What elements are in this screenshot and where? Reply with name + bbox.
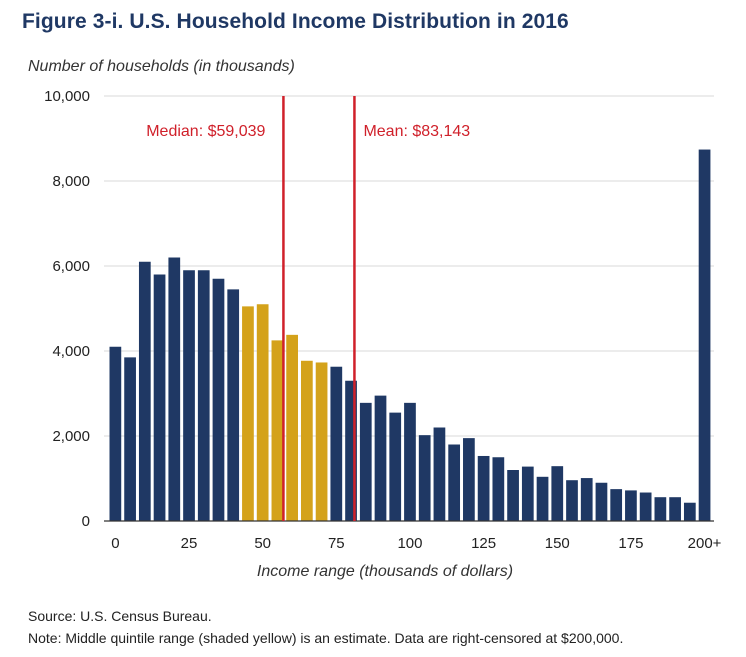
bar (625, 490, 637, 521)
bar (359, 402, 372, 521)
bar-highlight (271, 340, 284, 521)
x-tick-label: 125 (471, 535, 496, 552)
y-tick-label: 2,000 (52, 428, 90, 445)
bar (433, 427, 446, 521)
bar (153, 274, 166, 521)
bar (639, 492, 652, 521)
y-tick-label: 0 (82, 513, 90, 530)
bar (138, 261, 151, 521)
y-tick-label: 8,000 (52, 173, 90, 190)
bar (595, 482, 608, 521)
chart-title: Figure 3-i. U.S. Household Income Distri… (22, 10, 569, 33)
reference-line-label: Median: $59,039 (146, 123, 265, 140)
reference-line-label: Mean: $83,143 (363, 123, 470, 140)
bar (610, 489, 623, 521)
bar (683, 502, 696, 521)
bar (463, 438, 475, 521)
x-tick-label: 50 (254, 535, 271, 552)
x-tick-label: 100 (397, 535, 422, 552)
x-tick-label: 150 (545, 535, 570, 552)
bar (345, 380, 357, 521)
bar (551, 466, 564, 521)
x-axis-label: Income range (thousands of dollars) (256, 563, 514, 580)
bar-highlight (242, 306, 254, 521)
bar (536, 476, 549, 521)
y-axis-label: Number of households (in thousands) (28, 58, 295, 75)
bar (197, 270, 210, 521)
bar (330, 366, 343, 521)
bar (124, 357, 136, 521)
bar-highlight (256, 304, 269, 521)
footnote: Note: Middle quintile range (shaded yell… (28, 630, 624, 646)
y-tick-label: 4,000 (52, 343, 90, 360)
bar (521, 466, 534, 521)
bar (448, 444, 461, 521)
bar (669, 497, 681, 521)
x-tick-label: 200+ (688, 535, 722, 552)
bar-highlight (315, 362, 328, 521)
bar (168, 257, 181, 521)
chart-canvas: 0 2,000 4,000 6,000 8,000 10,000 0 25 50 75 100 125… (44, 88, 722, 552)
bar (183, 270, 195, 521)
bar (374, 395, 387, 521)
x-tick-label: 25 (181, 535, 198, 552)
bar-highlight (286, 334, 298, 521)
bar (212, 278, 225, 521)
bar (566, 480, 578, 521)
bar (418, 435, 431, 521)
bar (654, 497, 667, 521)
x-tick-label: 75 (328, 535, 345, 552)
bar (227, 289, 240, 521)
bar (507, 470, 519, 521)
bar (109, 346, 122, 521)
x-tick-label: 175 (618, 535, 643, 552)
y-tick-label: 6,000 (52, 258, 90, 275)
source-note: Source: U.S. Census Bureau. (28, 608, 212, 624)
bar (477, 455, 490, 521)
bar (698, 149, 711, 522)
bar-highlight (300, 360, 313, 521)
y-tick-label: 10,000 (44, 88, 90, 105)
bar (389, 412, 402, 521)
bar (404, 402, 416, 521)
x-tick-label: 0 (111, 535, 119, 552)
bar (580, 478, 593, 521)
bar (492, 457, 505, 521)
